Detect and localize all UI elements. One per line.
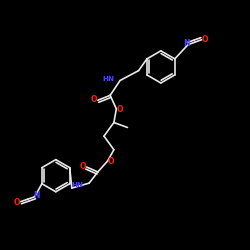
- Text: O: O: [116, 105, 123, 114]
- Text: O: O: [80, 162, 86, 171]
- Text: HN: HN: [102, 76, 115, 82]
- Text: N: N: [34, 191, 40, 200]
- Text: HN: HN: [72, 182, 84, 188]
- Text: N: N: [183, 39, 189, 48]
- Text: O: O: [14, 198, 20, 207]
- Text: O: O: [91, 95, 98, 104]
- Text: O: O: [108, 157, 114, 166]
- Text: O: O: [202, 35, 208, 44]
